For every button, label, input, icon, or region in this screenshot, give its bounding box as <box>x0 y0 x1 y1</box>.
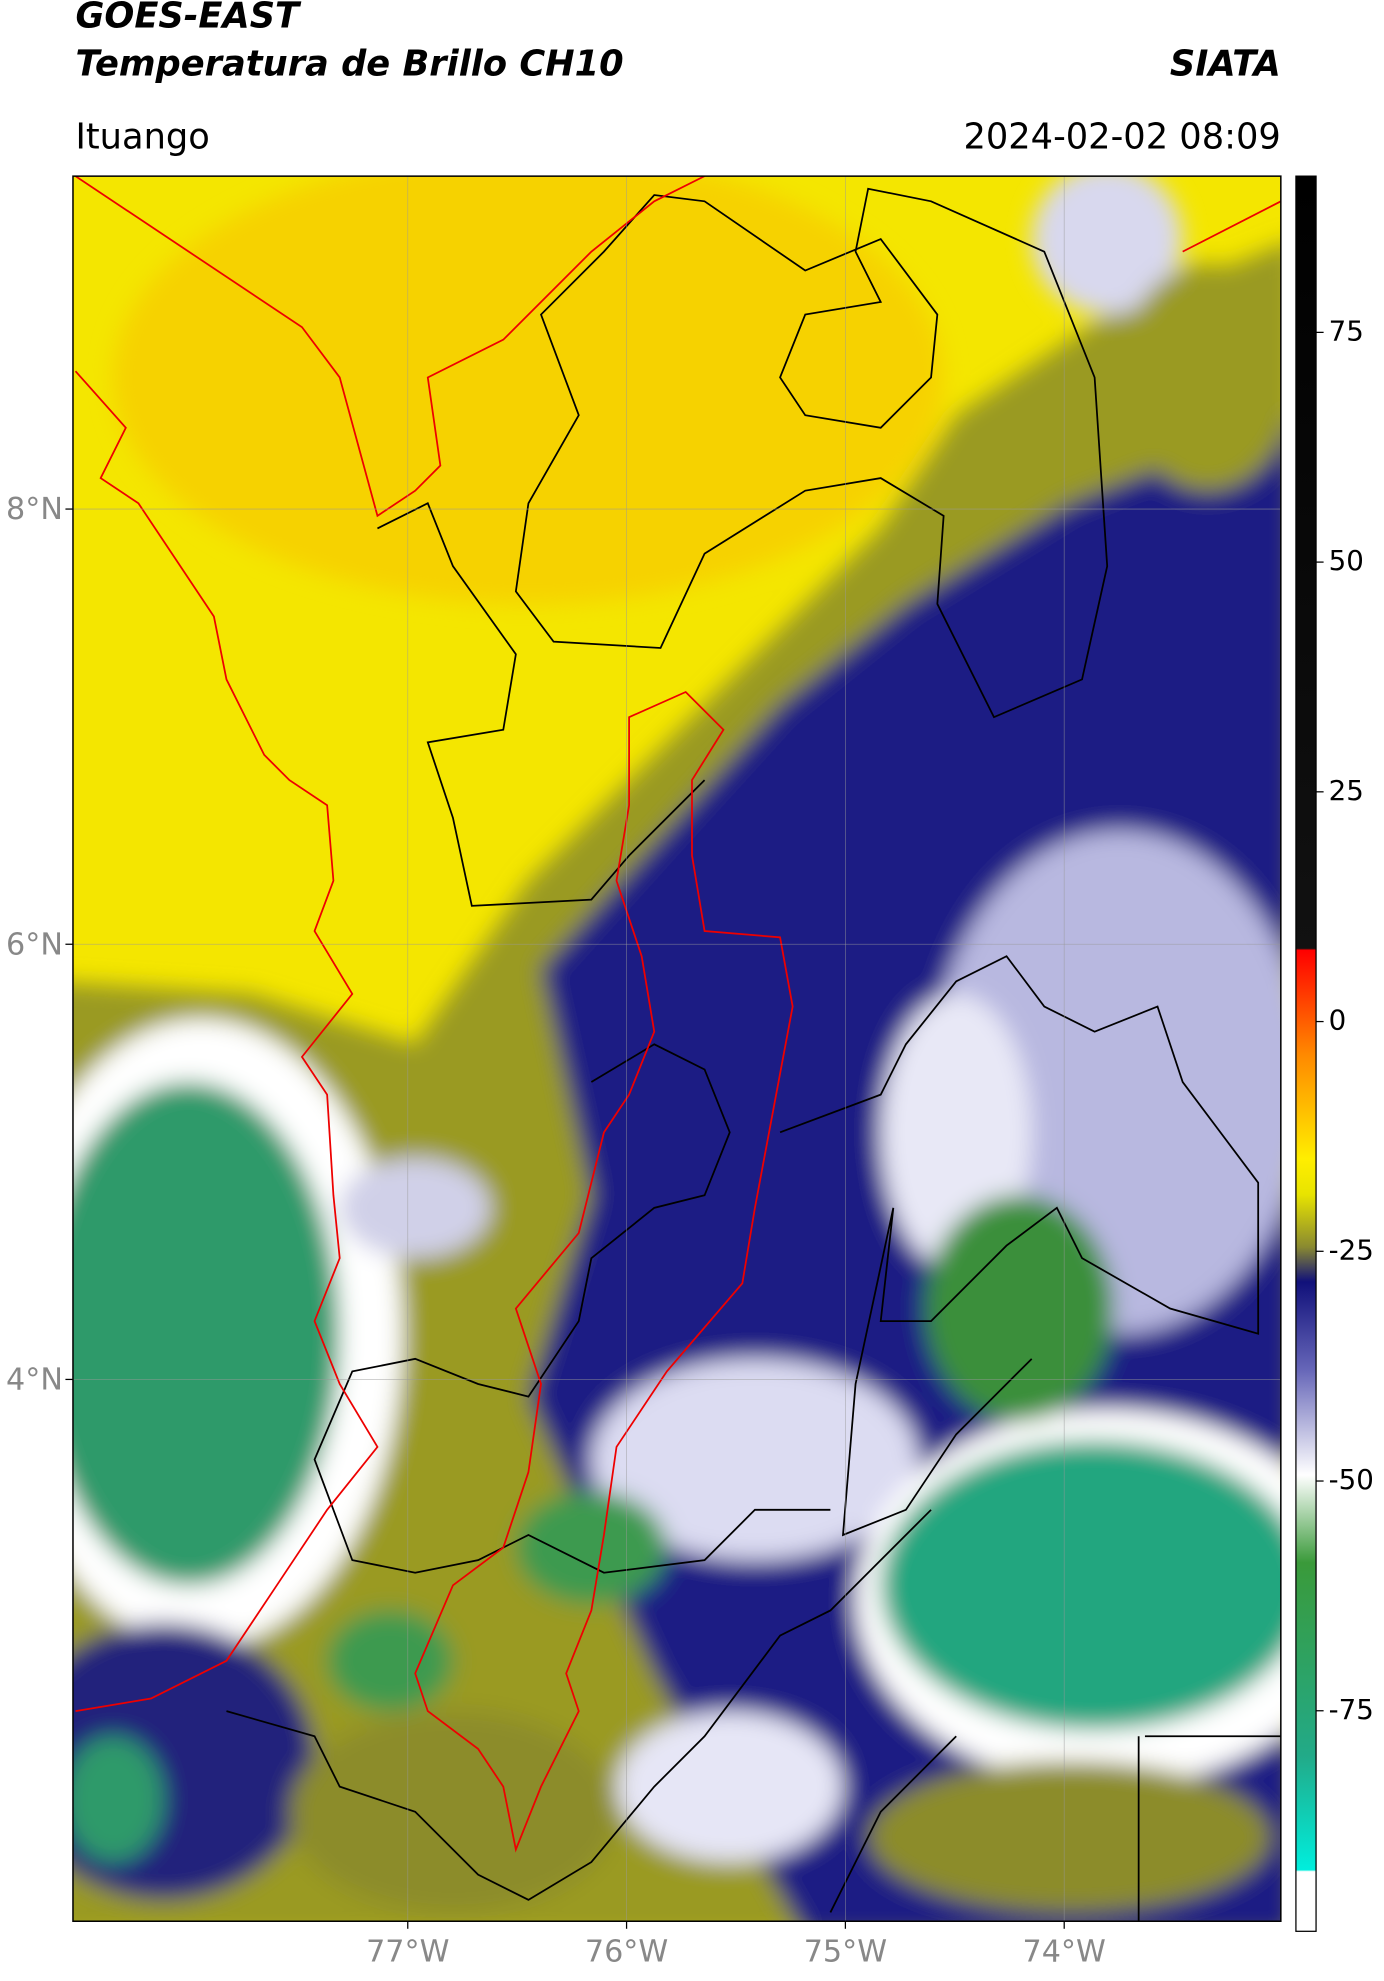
x-tick-label: 77°W <box>366 1934 449 1969</box>
y-tick-label: 8°N <box>6 492 63 527</box>
colorbar-tick-label: -50 <box>1329 1463 1374 1496</box>
datetime: 2024-02-02 08:09 <box>963 116 1280 157</box>
map-frame <box>72 175 1282 1922</box>
brand: SIATA <box>1170 43 1281 84</box>
x-tick-label: 76°W <box>585 1934 668 1969</box>
title: GOES-EAST <box>75 0 302 37</box>
subtitle: Temperatura de Brillo CH10 <box>75 43 623 84</box>
y-tick-label: 4°N <box>6 1362 63 1397</box>
colorbar-tick-label: -25 <box>1329 1233 1374 1266</box>
colorbar-tick-label: 75 <box>1329 314 1364 347</box>
y-tick-label: 6°N <box>6 927 63 962</box>
place: Ituango <box>75 116 209 157</box>
x-tick-label: 74°W <box>1023 1934 1106 1969</box>
colorbar-tick-label: 0 <box>1329 1004 1347 1037</box>
colorbar-tick-label: 50 <box>1329 544 1364 577</box>
colorbar <box>1295 175 1317 1932</box>
graticule <box>72 176 1281 1922</box>
satellite-image <box>72 176 1281 1922</box>
colorbar-tick-label: 25 <box>1329 774 1364 807</box>
x-tick-label: 75°W <box>804 1934 887 1969</box>
colorbar-tick-label: -75 <box>1329 1693 1374 1726</box>
